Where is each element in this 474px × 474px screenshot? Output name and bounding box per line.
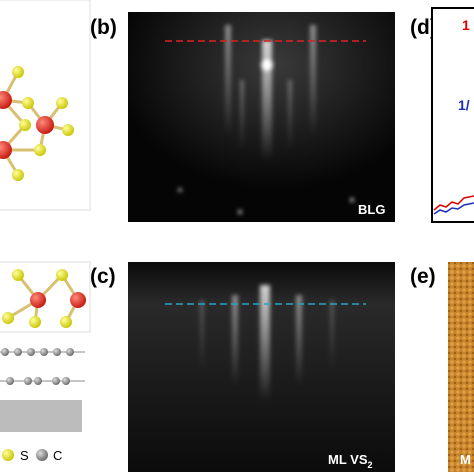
image-label: ML VS2 <box>328 452 373 470</box>
legend-label: C <box>53 448 62 463</box>
rheed-image-b: BLG <box>128 12 395 222</box>
panel-label: (d) <box>410 16 437 39</box>
panel-label: (c) <box>90 265 116 288</box>
curve-label: 1 <box>462 17 470 33</box>
structure-top <box>0 0 91 211</box>
curve-label: 1/ <box>458 97 470 113</box>
image-label: BLG <box>358 202 385 217</box>
legend-label: S <box>20 448 29 463</box>
afm-image-e: M <box>448 262 474 472</box>
image-label: M <box>460 452 471 467</box>
legend-swatch <box>2 449 14 461</box>
image-label-sub: 2 <box>368 460 373 470</box>
image-label-main: ML VS <box>328 452 368 467</box>
legend-swatch <box>36 449 48 461</box>
panel-label: (b) <box>90 16 117 39</box>
structure-bottom: S C <box>0 261 91 463</box>
rheed-image-c: ML VS2 <box>128 262 395 472</box>
plot-d: 1 1/ <box>431 7 474 223</box>
panel-label: (e) <box>410 265 436 288</box>
